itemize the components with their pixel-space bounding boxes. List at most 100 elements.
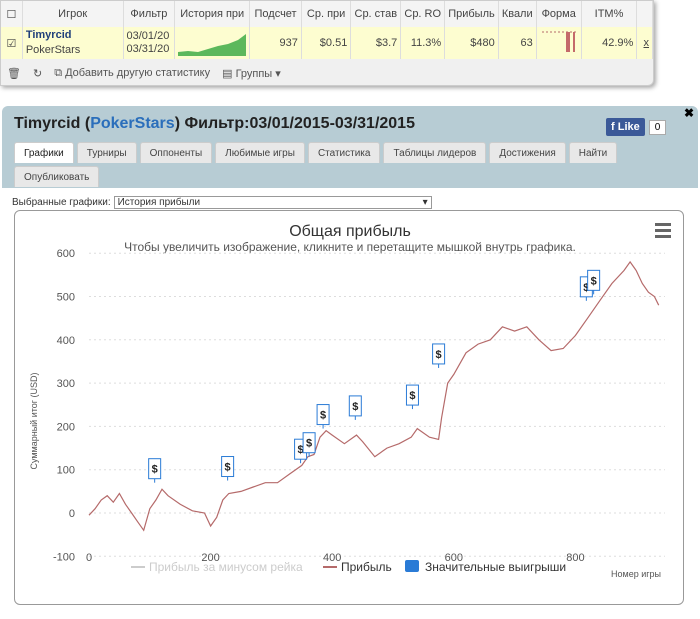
chart-select-value: История прибыли (117, 197, 201, 208)
tab-statistics[interactable]: Статистика (307, 142, 381, 163)
chart-subtitle: Чтобы увеличить изображение, кликните и … (124, 240, 576, 254)
selector-label: Выбранные графики: (12, 197, 111, 208)
y-tick-label: 100 (57, 465, 75, 477)
tab-content: Выбранные графики: История прибыли ▾ Общая… (2, 188, 698, 619)
player-panel: Timyrcid (PokerStars) Фильтр:03/01/2015-… (2, 106, 698, 619)
x-tick-label: 200 (201, 552, 219, 564)
chart-title: Общая прибыль (289, 223, 411, 240)
col-profit[interactable]: Прибыль (444, 1, 499, 27)
table-row: ☑ Timyrcid PokerStars 03/01/20 03/31/20 93… (1, 27, 653, 59)
fb-like-button[interactable]: f Like (606, 118, 645, 136)
avg-stake-value: $3.7 (350, 27, 402, 59)
chart-legend: Прибыль за минусом рейка Прибыль Значите… (131, 560, 566, 574)
svg-text:$: $ (352, 401, 358, 413)
groups-dropdown[interactable]: ▤ Группы ▾ (222, 68, 281, 80)
menu-icon[interactable] (655, 223, 671, 238)
tab-opponents[interactable]: Оппоненты (139, 142, 213, 163)
big-win-marker[interactable]: $ (587, 269, 601, 295)
like-count: 0 (648, 119, 667, 135)
y-tick-label: 200 (57, 421, 75, 433)
tab-find[interactable]: Найти (568, 142, 618, 163)
svg-text:$: $ (591, 275, 597, 287)
big-win-marker[interactable]: $ (316, 404, 330, 429)
big-win-marker[interactable]: $ (348, 395, 362, 420)
fb-like[interactable]: f Like 0 (606, 118, 667, 136)
y-tick-label: 300 (57, 378, 75, 390)
title-site-link[interactable]: PokerStars (90, 115, 175, 132)
col-form[interactable]: Форма (536, 1, 582, 27)
quali-value: 63 (498, 27, 537, 59)
big-win-marker[interactable]: $ (432, 343, 446, 368)
trash-icon[interactable]: 🗑 (7, 68, 21, 80)
avg-profit-value: $0.51 (301, 27, 352, 59)
title-filter: Фильтр:03/01/2015-03/31/2015 (184, 115, 415, 132)
avg-roi-value: 11.3% (400, 27, 446, 59)
form-chart (536, 27, 582, 59)
svg-text:$: $ (320, 410, 326, 422)
big-win-marker[interactable]: $ (221, 456, 235, 481)
table-header: ☐ Игрок Фильтр История при Подсчет Ср. п… (1, 1, 653, 27)
x-axis-label: Номер игры (611, 569, 661, 579)
filter-to: 03/31/20 (126, 43, 170, 55)
legend-profit[interactable]: Прибыль (341, 560, 392, 574)
col-filter[interactable]: Фильтр (123, 1, 176, 27)
svg-text:$: $ (306, 438, 312, 450)
x-tick-label: 400 (323, 552, 341, 564)
big-win-marker[interactable]: $ (148, 458, 162, 483)
profit-chart[interactable]: Общая прибыль Чтобы увеличить изображени… (15, 211, 685, 606)
tab-charts[interactable]: Графики (14, 142, 74, 163)
panel-title: Timyrcid (PokerStars) Фильтр:03/01/2015-… (14, 115, 415, 132)
col-itm[interactable]: ITM% (581, 1, 638, 27)
refresh-icon[interactable]: ↻ (32, 68, 43, 80)
add-stat-label: Добавить другую статистику (65, 67, 211, 79)
stats-table: ☐ Игрок Фильтр История при Подсчет Ср. п… (1, 1, 653, 59)
legend-net-profit[interactable]: Прибыль за минусом рейка (149, 560, 303, 574)
y-tick-label: 0 (69, 508, 75, 520)
svg-text:$: $ (225, 462, 231, 474)
tab-tournaments[interactable]: Турниры (76, 142, 137, 163)
row-checkbox[interactable]: ☑ (1, 27, 23, 59)
profit-series-line (88, 260, 660, 532)
tab-publish[interactable]: Опубликовать (14, 166, 100, 187)
x-tick-label: 600 (445, 552, 463, 564)
player-site: PokerStars (25, 44, 81, 56)
remove-row-button[interactable]: x (636, 27, 653, 59)
select-all-checkbox[interactable]: ☐ (1, 1, 23, 27)
filter-from: 03/01/20 (126, 30, 170, 42)
svg-text:$: $ (152, 464, 158, 476)
chart-select[interactable]: История прибыли ▾ (113, 196, 432, 209)
col-avg-profit[interactable]: Ср. при (301, 1, 352, 27)
profit-sparkline (174, 27, 251, 59)
stats-table-panel: ☐ Игрок Фильтр История при Подсчет Ср. п… (0, 0, 654, 86)
big-win-marker[interactable]: $ (302, 432, 316, 457)
like-label: Like (617, 121, 640, 133)
count-value: 937 (249, 27, 302, 59)
col-quali[interactable]: Квали (498, 1, 537, 27)
y-tick-label: -100 (53, 551, 75, 563)
col-avg-stake[interactable]: Ср. став (350, 1, 402, 27)
y-axis-label: Суммарный итог (USD) (29, 372, 39, 469)
y-tick-label: 500 (57, 292, 75, 304)
col-player[interactable]: Игрок (22, 1, 124, 27)
col-avg-roi[interactable]: Ср. RO (400, 1, 446, 27)
close-icon[interactable]: ✖ (683, 106, 694, 120)
title-player: Timyrcid (14, 115, 81, 132)
tab-bar: Графики Турниры Оппоненты Любимые игры С… (14, 142, 654, 187)
col-history[interactable]: История при (174, 1, 251, 27)
player-name[interactable]: Timyrcid (25, 29, 72, 41)
y-tick-label: 400 (57, 335, 75, 347)
big-win-marker[interactable]: $ (405, 384, 419, 410)
chart-container[interactable]: Общая прибыль Чтобы увеличить изображени… (14, 210, 684, 605)
chart-selector: Выбранные графики: История прибыли ▾ (12, 196, 432, 209)
col-count[interactable]: Подсчет (249, 1, 302, 27)
svg-text:$: $ (583, 282, 589, 294)
svg-text:$: $ (409, 390, 415, 402)
tab-favorite-games[interactable]: Любимые игры (215, 142, 305, 163)
tab-leaderboards[interactable]: Таблицы лидеров (383, 142, 487, 163)
itm-value: 42.9% (581, 27, 638, 59)
svg-text:$: $ (436, 349, 442, 361)
tab-achievements[interactable]: Достижения (489, 142, 566, 163)
add-stat-button[interactable]: ⧉ Добавить другую статистику (54, 67, 211, 79)
x-tick-label: 800 (566, 552, 584, 564)
legend-big-wins[interactable]: Значительные выигрыши (425, 560, 566, 574)
